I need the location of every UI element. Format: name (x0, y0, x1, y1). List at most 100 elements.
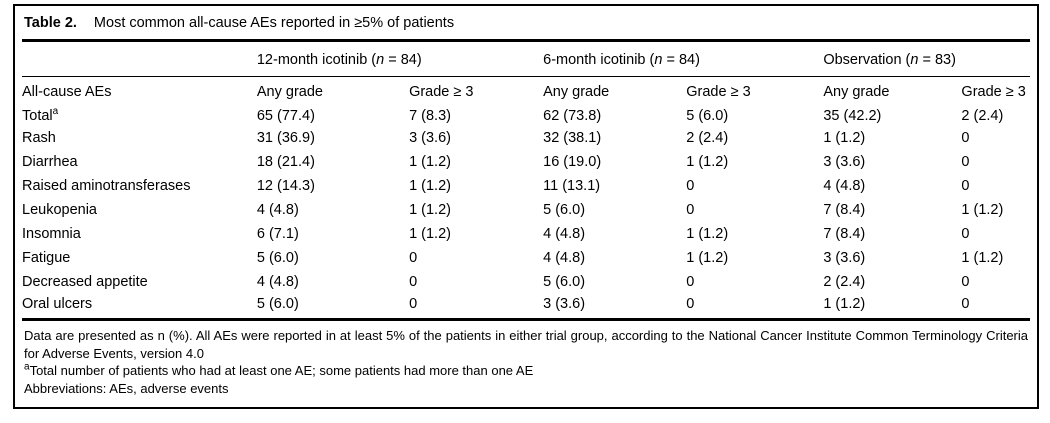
ae-value-cell: 1 (1.2) (409, 226, 451, 242)
ae-value-cell: 1 (1.2) (409, 202, 451, 218)
table-row: Decreased appetite 4 (4.8) 0 5 (6.0) 0 2 (2.4… (22, 270, 1030, 294)
table-row: Totala 65 (77.4) 7 (8.3) 62 (73.8) 5 (6.0) 35… (22, 102, 1030, 126)
ae-value-cell: 4 (4.8) (823, 178, 866, 194)
ae-value-cell: 0 (961, 226, 970, 242)
table-row: Insomnia 6 (7.1) 1 (1.2) 4 (4.8) 1 (1.2) 7 (8… (22, 222, 1030, 246)
ae-value-cell: 7 (8.3) (409, 107, 451, 124)
adverse-events-table: 12-month icotinib (n = 84) 6-month icotin… (22, 42, 1030, 318)
ae-value-cell: 6 (7.1) (256, 226, 299, 242)
ae-value-cell: 0 (961, 178, 970, 194)
ae-value-cell: 4 (4.8) (256, 202, 299, 218)
ae-value-cell: 5 (6.0) (256, 250, 299, 266)
subheader-group1-grade-ge-3: Grade ≥ 3 (409, 84, 474, 100)
ae-value-cell: 4 (4.8) (543, 226, 586, 242)
ae-value-cell: 1 (1.2) (823, 296, 866, 312)
column-header-row: All-cause AEs Any grade Grade ≥ 3 Any grade… (22, 77, 1030, 103)
subheader-group2-any-grade: Any grade (543, 84, 610, 100)
footnote-2: aTotal number of patients who had at lea… (24, 361, 534, 378)
ae-value-cell: 35 (42.2) (823, 107, 882, 124)
subheader-group1-any-grade: Any grade (256, 84, 323, 100)
ae-value-cell: 1 (1.2) (823, 130, 866, 146)
group-header-row: 12-month icotinib (n = 84) 6-month icotin… (22, 42, 1030, 77)
ae-value-cell: 2 (2.4) (961, 107, 1004, 124)
ae-value-cell: 3 (3.6) (823, 250, 866, 266)
ae-value-cell: 2 (2.4) (686, 130, 729, 146)
ae-value-cell: 65 (77.4) (256, 107, 315, 124)
footnote-1: Data are presented as n (%). All AEs wer… (24, 328, 1028, 361)
table-title: Table 2. Most common all-cause AEs report… (22, 6, 1030, 42)
table-label: Table 2. (24, 15, 77, 31)
ae-value-cell: 0 (409, 296, 418, 312)
ae-value-cell: 3 (3.6) (823, 154, 866, 170)
ae-value-cell: 5 (6.0) (543, 202, 586, 218)
subheader-group3-grade-ge-3: Grade ≥ 3 (961, 84, 1026, 100)
ae-value-cell: 32 (38.1) (543, 130, 602, 146)
table-footnotes: Data are presented as n (%). All AEs wer… (22, 318, 1030, 407)
table-row: Fatigue 5 (6.0) 0 4 (4.8) 1 (1.2) 3 (3.6) 1 (1… (22, 246, 1030, 270)
ae-value-cell: 3 (3.6) (543, 296, 586, 312)
group-header-3: Observation (n = 83) (823, 42, 1030, 77)
group-header-1: 12-month icotinib (n = 84) (256, 42, 544, 77)
ae-label: Leukopenia (22, 202, 97, 218)
footnote-marker: a (24, 361, 30, 373)
ae-label: Fatigue (22, 250, 71, 266)
ae-label: Diarrhea (22, 154, 78, 170)
n-symbol: n (376, 52, 385, 68)
table-caption: Most common all-cause AEs reported in ≥5… (93, 15, 455, 31)
ae-value-cell: 1 (1.2) (961, 250, 1004, 266)
ae-value-cell: 0 (686, 274, 695, 290)
ae-value-cell: 11 (13.1) (543, 178, 601, 194)
ae-label: Raised aminotransferases (22, 178, 191, 194)
ae-value-cell: 16 (19.0) (543, 154, 602, 170)
subheader-group2-grade-ge-3: Grade ≥ 3 (686, 84, 751, 100)
n-symbol: n (654, 52, 663, 68)
ae-value-cell: 62 (73.8) (543, 107, 602, 124)
ae-value-cell: 0 (686, 202, 695, 218)
group-header-stub (22, 42, 257, 77)
footnote-marker: a (52, 105, 59, 117)
ae-value-cell: 0 (686, 178, 695, 194)
ae-label: Decreased appetite (22, 274, 148, 290)
ae-label: Insomnia (22, 226, 81, 242)
ae-value-cell: 31 (36.9) (256, 130, 315, 146)
ae-value-cell: 12 (14.3) (256, 178, 315, 194)
ae-value-cell: 0 (961, 274, 970, 290)
subheader-group3-any-grade: Any grade (823, 84, 890, 100)
ae-value-cell: 1 (1.2) (409, 154, 451, 170)
ae-value-cell: 7 (8.4) (823, 226, 866, 242)
ae-value-cell: 1 (1.2) (686, 250, 729, 266)
n-symbol: n (910, 52, 919, 68)
ae-value-cell: 0 (409, 250, 418, 266)
ae-value-cell: 5 (6.0) (686, 107, 729, 124)
table-row: Oral ulcers 5 (6.0) 0 3 (3.6) 0 1 (1.2) 0 (22, 294, 1030, 318)
ae-value-cell: 1 (1.2) (686, 154, 729, 170)
ae-value-cell: 1 (1.2) (961, 202, 1004, 218)
ae-value-cell: 1 (1.2) (409, 178, 451, 194)
ae-value-cell: 0 (686, 296, 695, 312)
table-row: Diarrhea 18 (21.4) 1 (1.2) 16 (19.0) 1 (1.2)… (22, 150, 1030, 174)
table-body: Totala 65 (77.4) 7 (8.3) 62 (73.8) 5 (6.0) 35… (22, 102, 1030, 318)
ae-label: Rash (22, 130, 56, 146)
ae-value-cell: 0 (961, 296, 970, 312)
ae-label: Totala (22, 105, 59, 124)
ae-value-cell: 0 (961, 154, 970, 170)
row-header-label: All-cause AEs (22, 84, 112, 100)
ae-value-cell: 2 (2.4) (823, 274, 866, 290)
ae-value-cell: 0 (409, 274, 418, 290)
table-2-container: Table 2. Most common all-cause AEs report… (13, 4, 1039, 409)
ae-value-cell: 4 (4.8) (543, 250, 586, 266)
table-row: Rash 31 (36.9) 3 (3.6) 32 (38.1) 2 (2.4) 1 (1… (22, 126, 1030, 150)
ae-value-cell: 4 (4.8) (256, 274, 299, 290)
footnote-3: Abbreviations: AEs, adverse events (24, 380, 229, 396)
ae-value-cell: 3 (3.6) (409, 130, 451, 146)
table-row: Leukopenia 4 (4.8) 1 (1.2) 5 (6.0) 0 7 (8.4) 1… (22, 198, 1030, 222)
table-header: 12-month icotinib (n = 84) 6-month icotin… (22, 42, 1030, 102)
ae-value-cell: 5 (6.0) (256, 296, 299, 312)
ae-value-cell: 5 (6.0) (543, 274, 586, 290)
ae-value-cell: 18 (21.4) (256, 154, 315, 170)
ae-label: Oral ulcers (22, 296, 93, 312)
ae-value-cell: 1 (1.2) (686, 226, 729, 242)
ae-value-cell: 7 (8.4) (823, 202, 866, 218)
ae-value-cell: 0 (961, 130, 970, 146)
